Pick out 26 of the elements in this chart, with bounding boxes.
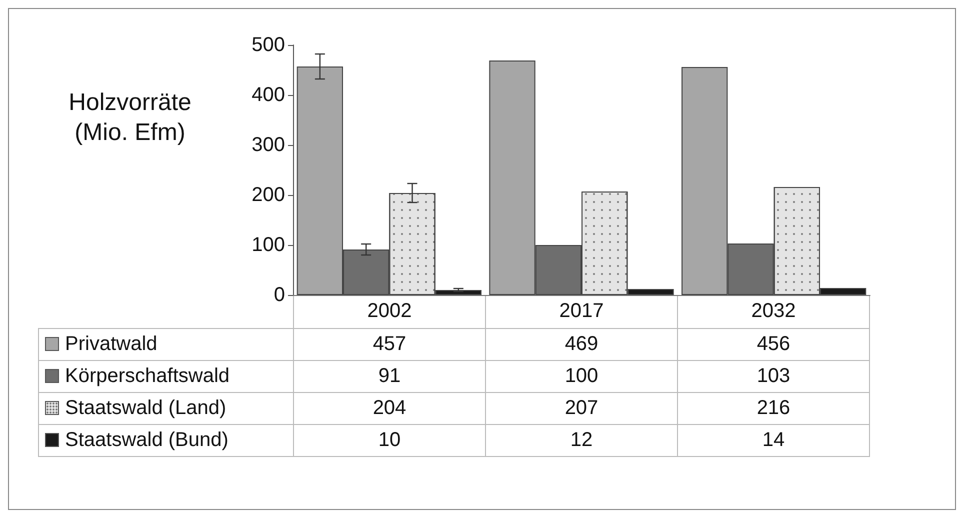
legend-label: Staatswald (Bund) — [38, 424, 294, 456]
data-label: 216 — [678, 392, 870, 424]
legend-label: Privatwald — [38, 328, 294, 360]
y-tick-label: 0 — [274, 284, 285, 306]
data-label: 204 — [294, 392, 486, 424]
y-tick-label: 300 — [252, 134, 285, 156]
data-label: 457 — [294, 328, 486, 360]
data-label: 469 — [486, 328, 678, 360]
y-axis-title: Holzvorräte (Mio. Efm) — [68, 88, 192, 148]
data-label: 100 — [486, 360, 678, 392]
y-tick-label: 400 — [252, 84, 285, 106]
y-tick-label: 200 — [252, 184, 285, 206]
x-tick-label: 2002 — [294, 296, 486, 328]
data-label: 14 — [678, 424, 870, 456]
data-label: 12 — [486, 424, 678, 456]
x-tick-label: 2017 — [486, 296, 678, 328]
y-tick-label: 100 — [252, 234, 285, 256]
data-label: 456 — [678, 328, 870, 360]
data-label: 91 — [294, 360, 486, 392]
x-tick-label: 2032 — [678, 296, 870, 328]
data-label: 207 — [486, 392, 678, 424]
legend-label: Körperschaftswald — [38, 360, 294, 392]
data-label: 103 — [678, 360, 870, 392]
y-tick-label: 500 — [252, 34, 285, 56]
legend-label: Staatswald (Land) — [38, 392, 294, 424]
data-label: 10 — [294, 424, 486, 456]
